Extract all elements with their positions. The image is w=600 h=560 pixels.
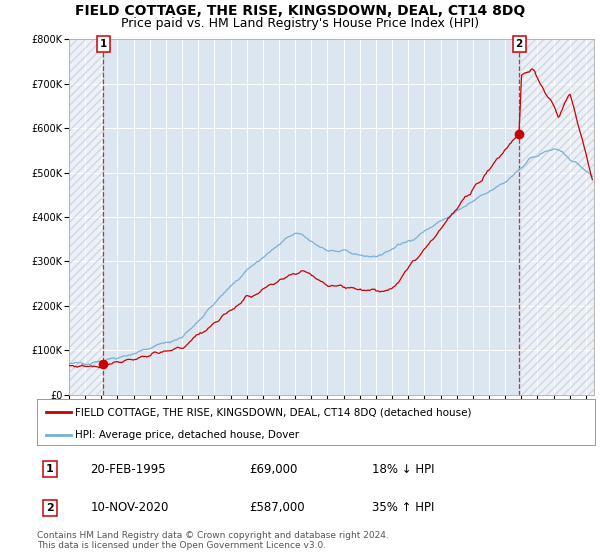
Bar bbox=[69, 39, 103, 395]
Text: £69,000: £69,000 bbox=[249, 463, 298, 475]
Text: 1: 1 bbox=[100, 39, 107, 49]
Text: £587,000: £587,000 bbox=[249, 501, 305, 514]
Bar bbox=[521, 39, 594, 395]
Text: 2: 2 bbox=[515, 39, 523, 49]
Text: 20-FEB-1995: 20-FEB-1995 bbox=[90, 463, 166, 475]
Text: 35% ↑ HPI: 35% ↑ HPI bbox=[372, 501, 434, 514]
Text: Price paid vs. HM Land Registry's House Price Index (HPI): Price paid vs. HM Land Registry's House … bbox=[121, 17, 479, 30]
Text: Contains HM Land Registry data © Crown copyright and database right 2024.
This d: Contains HM Land Registry data © Crown c… bbox=[37, 531, 389, 550]
Text: 18% ↓ HPI: 18% ↓ HPI bbox=[372, 463, 434, 475]
Text: 2: 2 bbox=[46, 503, 54, 513]
Text: 1: 1 bbox=[46, 464, 54, 474]
Text: FIELD COTTAGE, THE RISE, KINGSDOWN, DEAL, CT14 8DQ (detached house): FIELD COTTAGE, THE RISE, KINGSDOWN, DEAL… bbox=[75, 407, 472, 417]
Text: FIELD COTTAGE, THE RISE, KINGSDOWN, DEAL, CT14 8DQ: FIELD COTTAGE, THE RISE, KINGSDOWN, DEAL… bbox=[75, 4, 525, 18]
Text: HPI: Average price, detached house, Dover: HPI: Average price, detached house, Dove… bbox=[75, 430, 299, 440]
Text: 10-NOV-2020: 10-NOV-2020 bbox=[90, 501, 169, 514]
